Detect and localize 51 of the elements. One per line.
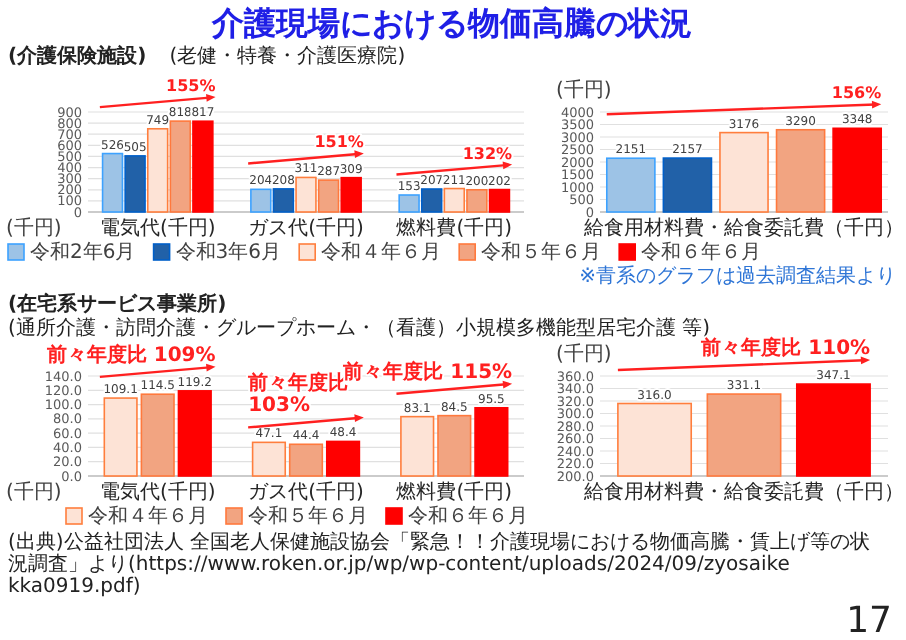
text: (老健・特養・介護医療院) (169, 44, 406, 68)
y-axis-title: (千円) (6, 480, 62, 504)
y-axis-title: (千円) (556, 78, 612, 102)
text: 前々年度比 110% (699, 336, 871, 361)
legend-label: 令和2年6月 (30, 240, 136, 264)
legend-label: 令和3年6月 (175, 240, 282, 264)
text: 156% (831, 84, 882, 103)
bar (272, 188, 295, 213)
bar (398, 194, 420, 213)
x-tick-label: ガス代(千円) (248, 480, 364, 504)
bar (325, 440, 361, 477)
text: 前々年度比 109% (44, 342, 216, 367)
bar (775, 128, 826, 213)
bar (719, 131, 769, 213)
bar (124, 155, 146, 213)
x-tick-label: 燃料費(千円) (396, 216, 513, 240)
legend-label: 令和４年６月 (321, 240, 442, 264)
x-tick-label: 電気代(千円) (99, 216, 216, 240)
text: 17 (846, 600, 892, 640)
text: 155% (166, 77, 216, 96)
x-tick-label: 燃料費(千円) (396, 480, 513, 504)
bar (488, 188, 511, 213)
bar (101, 152, 124, 213)
bar (832, 127, 883, 213)
bar (177, 390, 212, 477)
legend-label: 令和４年６月 (88, 504, 208, 528)
bar (605, 157, 656, 213)
y-axis-title: (千円) (6, 216, 62, 240)
x-axis-title: 給食用材料費・給食委託費（千円） (582, 216, 904, 240)
text: (通所介護・訪問介護・グループホーム・（看護）小規模多機能型居宅介護 等) (8, 316, 711, 340)
annotation: 132% (462, 144, 513, 163)
x-tick-label: ガス代(千円) (248, 216, 364, 240)
x-tick-label: 電気代(千円) (99, 480, 216, 504)
bar (340, 176, 362, 213)
y-axis-title: (千円) (556, 342, 612, 366)
legend-label: 令和５年６月 (481, 240, 602, 264)
bar (192, 120, 214, 213)
x-axis-title: 給食用材料費・給食委託費（千円） (582, 480, 904, 504)
bar (420, 188, 443, 213)
legend-label: 令和６年６月 (408, 504, 528, 528)
bar (474, 406, 509, 477)
chart-subtitle: (介護保険施設) (8, 44, 147, 68)
bar (250, 188, 272, 213)
chart-title: 介護現場における物価高騰の状況 (210, 4, 692, 42)
annotation: 151% (314, 133, 364, 152)
text: ※青系のグラフは過去調査結果より (579, 264, 896, 288)
text: (出典)公益社団法人 全国老人保健施設協会「緊急！！介護現場における物価高騰・賃上げ等の状況調査」より(https://www.roken.or.jp/wp/wp-content/uploads/2024/09/zyosaikekka0919.pdf) (8, 530, 870, 598)
legend-label: 令和５年６月 (248, 504, 368, 528)
chart-subtitle: (在宅系サービス事業所) (8, 292, 227, 316)
bar (662, 157, 713, 213)
legend-label: 令和６年６月 (641, 240, 762, 264)
